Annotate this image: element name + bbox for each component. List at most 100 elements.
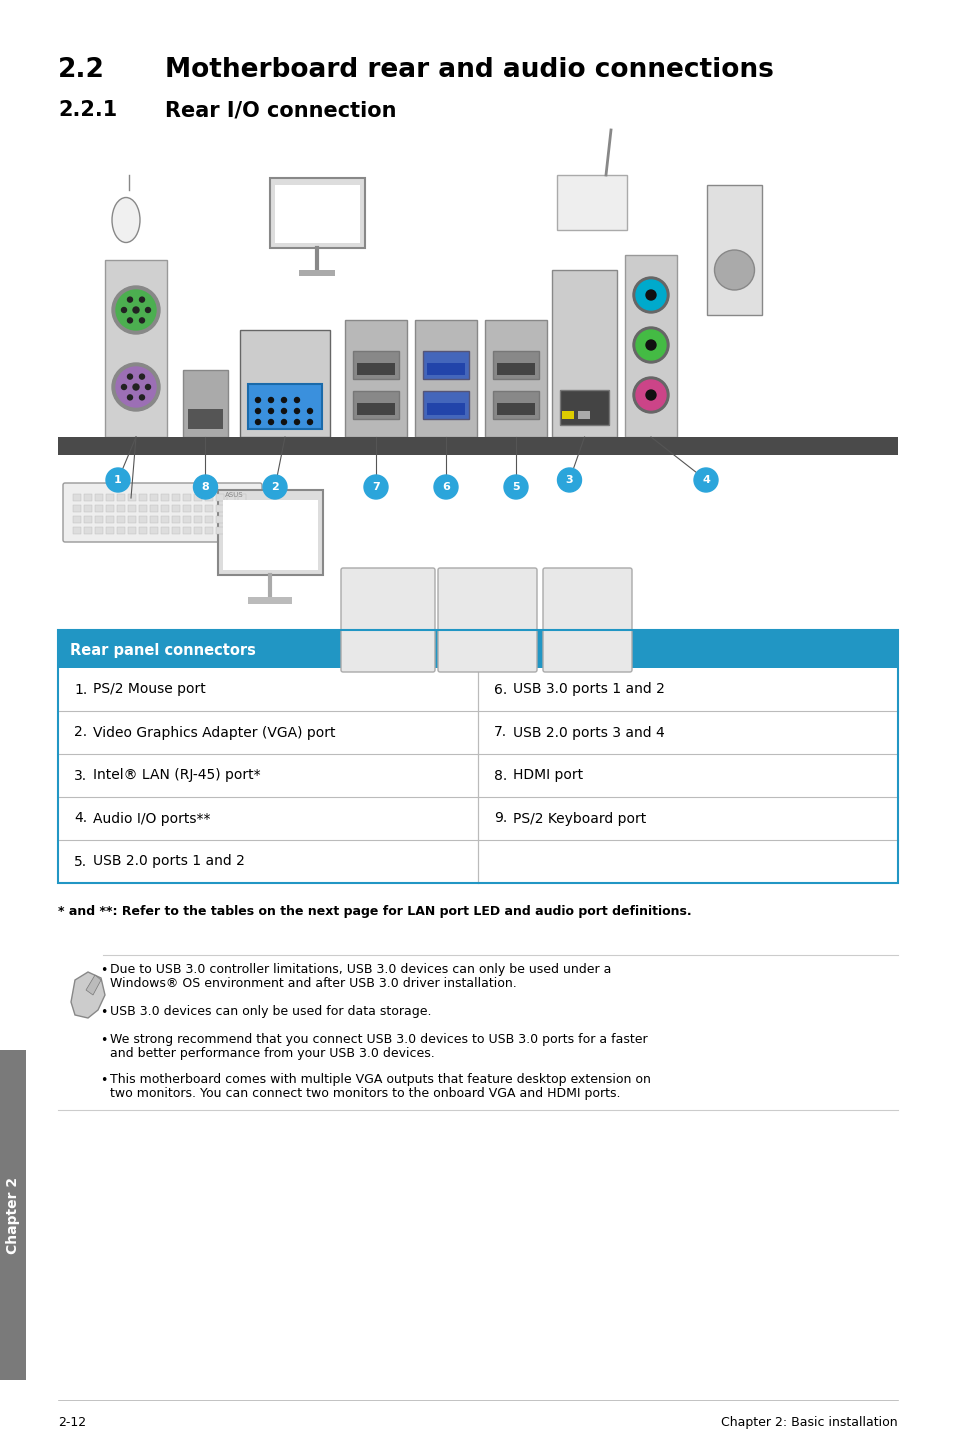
Bar xyxy=(205,526,213,533)
Bar xyxy=(237,495,246,500)
Text: •: • xyxy=(100,1007,108,1020)
Bar xyxy=(73,505,81,512)
Bar xyxy=(150,505,158,512)
Bar xyxy=(95,526,103,533)
Bar xyxy=(193,516,202,523)
Circle shape xyxy=(281,420,286,424)
Ellipse shape xyxy=(112,197,140,243)
Bar xyxy=(227,526,234,533)
Text: 3: 3 xyxy=(565,475,573,485)
Bar xyxy=(150,495,158,500)
Text: Rear panel connectors: Rear panel connectors xyxy=(70,643,255,657)
Circle shape xyxy=(281,397,286,403)
Bar xyxy=(205,495,213,500)
Bar xyxy=(183,526,191,533)
Circle shape xyxy=(255,420,260,424)
Bar xyxy=(422,391,469,418)
Circle shape xyxy=(132,384,139,390)
Bar xyxy=(218,490,323,575)
Circle shape xyxy=(645,290,656,301)
Circle shape xyxy=(633,377,668,413)
Bar xyxy=(84,526,91,533)
Text: 7: 7 xyxy=(372,482,379,492)
Bar xyxy=(497,362,535,375)
Text: Audio I/O ports**: Audio I/O ports** xyxy=(92,811,211,825)
Bar xyxy=(84,495,91,500)
Text: Video Graphics Adapter (VGA) port: Video Graphics Adapter (VGA) port xyxy=(92,726,335,739)
Bar xyxy=(95,516,103,523)
Text: Due to USB 3.0 controller limitations, USB 3.0 devices can only be used under a: Due to USB 3.0 controller limitations, U… xyxy=(110,963,611,976)
Bar xyxy=(215,495,224,500)
Circle shape xyxy=(128,298,132,302)
Bar xyxy=(58,630,897,669)
Bar xyxy=(427,362,464,375)
Circle shape xyxy=(121,384,127,390)
Text: ASUS: ASUS xyxy=(225,492,243,498)
Text: USB 3.0 devices can only be used for data storage.: USB 3.0 devices can only be used for dat… xyxy=(110,1005,431,1018)
Bar xyxy=(172,516,180,523)
FancyBboxPatch shape xyxy=(437,568,537,672)
Bar xyxy=(150,516,158,523)
Bar xyxy=(205,505,213,512)
Bar xyxy=(139,495,147,500)
Bar xyxy=(139,526,147,533)
Bar xyxy=(95,505,103,512)
Circle shape xyxy=(693,467,718,492)
Bar xyxy=(117,505,125,512)
Text: 8: 8 xyxy=(201,482,209,492)
Bar xyxy=(227,495,234,500)
Circle shape xyxy=(255,397,260,403)
Bar xyxy=(227,516,234,523)
Circle shape xyxy=(128,318,132,324)
Bar xyxy=(161,516,169,523)
Circle shape xyxy=(116,290,156,329)
Text: PS/2 Mouse port: PS/2 Mouse port xyxy=(92,683,206,696)
Circle shape xyxy=(557,467,581,492)
Circle shape xyxy=(294,397,299,403)
Circle shape xyxy=(116,367,156,407)
Bar xyxy=(106,495,113,500)
Text: 6.: 6. xyxy=(494,683,507,696)
Bar xyxy=(172,526,180,533)
Text: 1: 1 xyxy=(114,475,122,485)
Text: Chapter 2: Basic installation: Chapter 2: Basic installation xyxy=(720,1416,897,1429)
Text: 2-12: 2-12 xyxy=(58,1416,86,1429)
Circle shape xyxy=(193,475,217,499)
Bar xyxy=(117,526,125,533)
Circle shape xyxy=(364,475,388,499)
Text: 3.: 3. xyxy=(74,768,87,782)
Bar xyxy=(223,500,317,569)
Bar xyxy=(215,526,224,533)
Bar xyxy=(172,495,180,500)
Bar xyxy=(106,526,113,533)
Text: 9.: 9. xyxy=(494,811,507,825)
Text: USB 2.0 ports 3 and 4: USB 2.0 ports 3 and 4 xyxy=(513,726,664,739)
Text: USB 3.0 ports 1 and 2: USB 3.0 ports 1 and 2 xyxy=(513,683,664,696)
Circle shape xyxy=(307,420,313,424)
Text: 4.: 4. xyxy=(74,811,87,825)
Text: 8.: 8. xyxy=(494,768,507,782)
Bar xyxy=(356,403,395,416)
Circle shape xyxy=(294,420,299,424)
Text: 5: 5 xyxy=(512,482,519,492)
Circle shape xyxy=(503,475,527,499)
Circle shape xyxy=(268,408,274,414)
Bar xyxy=(237,505,246,512)
Bar xyxy=(427,403,464,416)
Bar xyxy=(240,329,330,437)
Text: •: • xyxy=(100,963,108,976)
Bar xyxy=(139,516,147,523)
Bar xyxy=(193,505,202,512)
Bar xyxy=(106,516,113,523)
Bar xyxy=(559,390,608,426)
Bar xyxy=(117,495,125,500)
Bar xyxy=(248,384,322,429)
Text: •: • xyxy=(100,1034,108,1047)
Bar xyxy=(161,505,169,512)
Circle shape xyxy=(139,298,144,302)
Text: 6: 6 xyxy=(441,482,450,492)
Bar xyxy=(183,516,191,523)
Text: Rear I/O connection: Rear I/O connection xyxy=(165,101,396,119)
Bar xyxy=(95,495,103,500)
Bar xyxy=(345,321,407,437)
